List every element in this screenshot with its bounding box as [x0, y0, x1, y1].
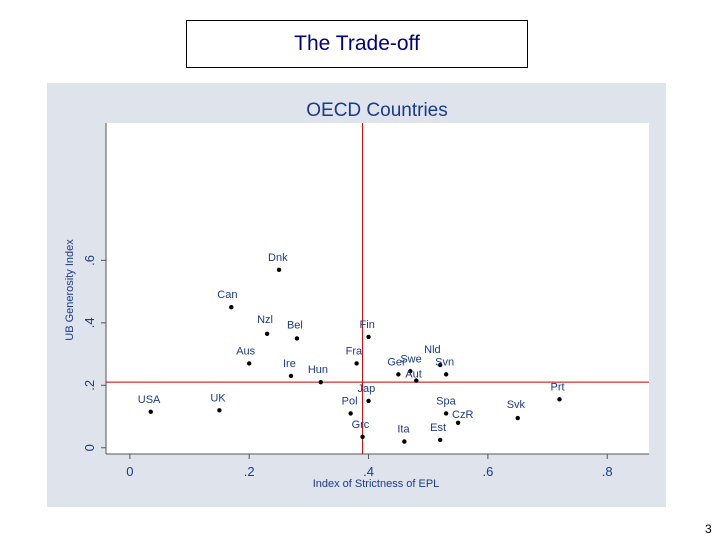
slide-title-box: The Trade-off — [186, 20, 528, 68]
point-label: Grc — [352, 419, 370, 431]
slide-title: The Trade-off — [294, 32, 420, 55]
point-label: Swe — [400, 353, 421, 365]
point-label: Ire — [283, 358, 296, 370]
chart-title: OECD Countries — [306, 100, 448, 121]
y-tick-label: 0 — [82, 444, 97, 451]
x-axis-label: Index of Strictness of EPL — [313, 478, 440, 490]
x-tick-label: 0 — [126, 464, 133, 479]
data-point — [229, 305, 234, 310]
point-label: Pol — [342, 395, 358, 407]
point-label: Spa — [436, 395, 456, 407]
data-point — [288, 373, 294, 379]
point-label: Aut — [405, 369, 422, 381]
point-label: Nld — [424, 344, 441, 356]
point-label: Aus — [236, 345, 255, 357]
data-point — [557, 397, 562, 402]
y-axis-label: UB Generosity Index — [64, 239, 76, 341]
data-point — [408, 369, 413, 374]
point-label: Svn — [435, 356, 454, 368]
data-point — [443, 372, 449, 377]
data-point — [437, 437, 443, 443]
data-point — [294, 336, 300, 341]
point-label: Nzl — [257, 314, 273, 326]
data-point — [366, 334, 371, 340]
point-label: Hun — [308, 364, 328, 376]
x-tick-label: .8 — [602, 464, 613, 479]
data-point — [366, 398, 371, 404]
point-label: USA — [138, 394, 161, 406]
data-point — [402, 439, 407, 444]
data-point — [396, 372, 401, 377]
point-label: Can — [217, 289, 237, 301]
x-tick-label: .2 — [244, 464, 255, 479]
y-tick-label: .2 — [82, 380, 97, 391]
axis-ticks: 0 .2 .4 .6 .8 0 .2 .4 .6 — [82, 255, 613, 479]
data-point — [360, 434, 365, 440]
point-label: CzR — [452, 409, 473, 421]
data-point — [348, 411, 353, 416]
data-point — [247, 361, 252, 366]
data-point — [148, 409, 153, 415]
point-label: Fin — [360, 319, 375, 331]
data-point — [437, 362, 443, 368]
point-label: Ita — [397, 424, 410, 436]
point-label: Dnk — [268, 252, 288, 264]
y-tick-label: .4 — [82, 317, 97, 328]
point-label: UK — [210, 392, 226, 404]
data-point — [276, 267, 282, 272]
page-number: 3 — [705, 522, 712, 536]
data-point — [264, 331, 270, 336]
point-label: Fra — [346, 345, 363, 357]
point-label: Est — [430, 422, 446, 434]
data-point — [354, 361, 359, 366]
point-label: Svk — [507, 399, 526, 411]
point-label: Ger — [387, 356, 406, 368]
point-label: Prt — [550, 381, 564, 393]
data-point — [217, 408, 222, 413]
x-tick-label: .6 — [482, 464, 493, 479]
data-point — [414, 378, 419, 383]
data-point — [443, 411, 449, 416]
point-label: Jap — [358, 383, 376, 395]
plot-area — [106, 123, 649, 454]
y-tick-label: .6 — [82, 255, 97, 266]
reference-lines — [106, 123, 649, 454]
point-label: Bel — [287, 319, 303, 331]
data-point — [515, 415, 520, 421]
data-point — [455, 420, 461, 425]
data-point — [318, 379, 324, 385]
x-tick-label: .4 — [363, 464, 374, 479]
